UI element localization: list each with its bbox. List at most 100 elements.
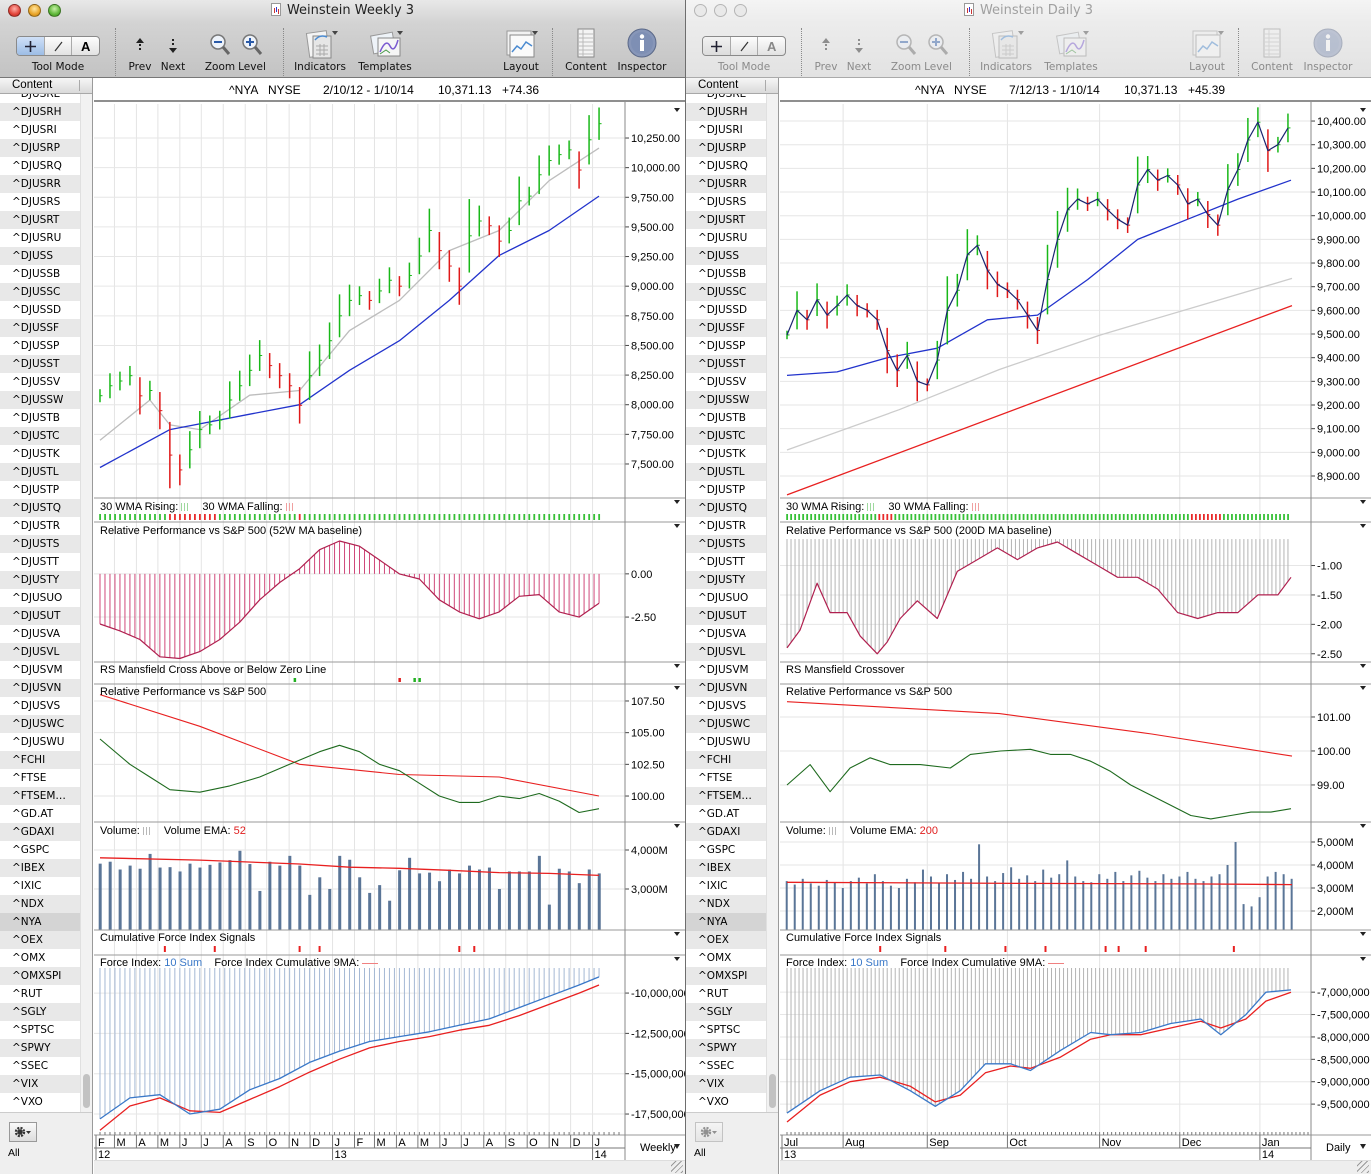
symbol-list-item[interactable]: ^DJUSVL — [686, 643, 766, 661]
zoom-in-button[interactable]: Level — [924, 61, 952, 73]
symbol-list-item[interactable]: ^DJUSSP — [12, 340, 60, 352]
symbol-list-item[interactable]: ^NYA — [686, 913, 766, 931]
prev-arrow-icon[interactable] — [134, 37, 146, 55]
symbol-list-item[interactable]: ^DJUSSC — [686, 283, 766, 301]
text-tool-button[interactable]: A — [766, 38, 777, 54]
indicators-icon[interactable] — [305, 28, 339, 60]
symbol-list-item[interactable]: ^NDX — [686, 895, 766, 913]
symbol-list-item[interactable]: ^DJUSTS — [0, 535, 80, 553]
symbol-list-item[interactable]: ^DJUSRR — [686, 175, 766, 193]
prev-button[interactable]: Prev — [814, 61, 838, 73]
zoom-out-button[interactable]: Zoom — [204, 61, 236, 73]
symbol-list-item[interactable]: ^DJUSUO — [698, 592, 749, 604]
symbol-list-item[interactable]: ^DJUSRH — [0, 103, 80, 121]
symbol-list-item[interactable]: ^DJUSRT — [686, 211, 766, 229]
inspector-button[interactable]: Inspector — [1303, 61, 1353, 73]
action-menu-button[interactable] — [695, 1122, 723, 1142]
zoom-in-button[interactable]: Level — [238, 61, 266, 73]
close-button[interactable] — [694, 4, 707, 17]
action-menu-button[interactable] — [9, 1122, 37, 1142]
symbol-list-item[interactable]: ^DJUSTY — [0, 571, 80, 589]
symbol-list-item[interactable]: ^FTSEM… — [686, 787, 766, 805]
symbol-list-item[interactable]: ^NDX — [0, 895, 80, 913]
minimize-button[interactable] — [714, 4, 727, 17]
layout-icon[interactable] — [505, 28, 539, 60]
symbol-list-item[interactable]: ^DJUSTQ — [686, 499, 766, 517]
symbol-list-item[interactable]: ^DJUSRE — [698, 94, 747, 100]
content-list-icon[interactable] — [1263, 28, 1281, 58]
symbol-list-item[interactable]: ^OEX — [686, 931, 766, 949]
inspector-button[interactable]: Inspector — [617, 61, 667, 73]
symbol-list-item[interactable]: ^IBEX — [686, 859, 766, 877]
symbol-list-item[interactable]: ^DJUSWC — [0, 715, 80, 733]
symbol-list-item[interactable]: ^OMX — [698, 952, 732, 964]
tool-mode-control[interactable]: A — [702, 36, 786, 56]
next-arrow-icon[interactable] — [167, 37, 179, 55]
symbol-list-item[interactable]: ^IXIC — [12, 880, 42, 892]
inspector-info-icon[interactable] — [1313, 28, 1343, 58]
symbol-list-item[interactable]: ^FTSE — [698, 772, 733, 784]
symbol-list-item[interactable]: ^DJUSRU — [698, 232, 748, 244]
zoom-out-button[interactable]: Zoom — [890, 61, 922, 73]
symbol-list-item[interactable]: ^DJUSVN — [686, 679, 766, 697]
templates-icon[interactable] — [370, 28, 404, 60]
symbol-list-item[interactable]: ^DJUSRP — [0, 139, 80, 157]
prev-button[interactable]: Prev — [128, 61, 152, 73]
symbol-list-item[interactable]: ^DJUSRR — [0, 175, 80, 193]
symbol-list-item[interactable]: ^FTSE — [12, 772, 47, 784]
symbol-list-item[interactable]: ^FTSEM… — [0, 787, 80, 805]
line-tool-button[interactable] — [731, 37, 759, 55]
symbol-list-item[interactable]: ^SPTSC — [12, 1024, 55, 1036]
scrollbar-thumb[interactable] — [769, 1074, 776, 1108]
zoom-out-icon[interactable] — [209, 33, 231, 57]
symbol-list-item[interactable]: ^RUT — [698, 988, 729, 1000]
tool-mode-control[interactable]: A — [16, 36, 100, 56]
text-tool-button[interactable]: A — [80, 38, 91, 54]
scrollbar-thumb[interactable] — [83, 1074, 90, 1108]
symbol-list-item[interactable]: ^VIX — [0, 1075, 80, 1093]
symbol-list-item[interactable]: ^DJUSTT — [12, 556, 59, 568]
symbol-list-item[interactable]: ^DJUSRS — [12, 196, 61, 208]
symbol-list-item[interactable]: ^DJUSVL — [0, 643, 80, 661]
symbol-list-item[interactable]: ^OMXSPI — [0, 967, 80, 985]
symbol-list-item[interactable]: ^DJUSSV — [698, 376, 747, 388]
templates-button[interactable]: Templates — [1044, 61, 1098, 73]
layout-icon[interactable] — [1191, 28, 1225, 60]
indicators-button[interactable]: Indicators — [980, 61, 1032, 73]
symbol-list-item[interactable]: ^DJUSS — [686, 247, 766, 265]
symbol-list-item[interactable]: ^VIX — [686, 1075, 766, 1093]
symbol-list-item[interactable]: ^GD.AT — [698, 808, 740, 820]
symbol-list-item[interactable]: ^DJUSTP — [12, 484, 60, 496]
symbol-list-item[interactable]: ^GD.AT — [12, 808, 54, 820]
zoom-button[interactable] — [48, 4, 61, 17]
symbol-list-item[interactable]: ^SPWY — [0, 1039, 80, 1057]
chart-canvas[interactable]: 10,250.00 10,000.00 9,750.00 9,500.00 9,250.… — [0, 0, 686, 1174]
symbol-list-item[interactable]: ^DJUSWU — [698, 736, 751, 748]
symbol-list-item[interactable]: ^DJUSSP — [698, 340, 746, 352]
symbol-list-item[interactable]: ^OMX — [12, 952, 46, 964]
symbol-list-item[interactable]: ^DJUSVS — [12, 700, 61, 712]
content-button[interactable]: Content — [565, 61, 607, 73]
symbol-list-item[interactable]: ^GDAXI — [0, 823, 80, 841]
symbol-list-item[interactable]: ^DJUSWC — [686, 715, 766, 733]
symbol-list-item[interactable]: ^DJUSTS — [686, 535, 766, 553]
zoom-in-icon[interactable] — [241, 33, 263, 57]
symbol-list-item[interactable]: ^FCHI — [686, 751, 766, 769]
zoom-button[interactable] — [734, 4, 747, 17]
symbol-list-item[interactable]: ^DJUSUT — [0, 607, 80, 625]
symbol-list-item[interactable]: ^DJUSTT — [698, 556, 745, 568]
symbol-list-item[interactable]: ^DJUSVA — [12, 628, 61, 640]
symbol-list-item[interactable]: ^SGLY — [686, 1003, 766, 1021]
symbol-list-item[interactable]: ^DJUSRI — [698, 124, 743, 136]
resize-grip-icon[interactable] — [1357, 1161, 1369, 1173]
symbol-list-item[interactable]: ^DJUSTL — [0, 463, 80, 481]
symbol-list-item[interactable]: ^SGLY — [0, 1003, 80, 1021]
period-selector[interactable]: Weekly — [626, 1137, 685, 1159]
symbol-list-item[interactable]: ^DJUSSD — [698, 304, 748, 316]
symbol-list-item[interactable]: ^DJUSRP — [686, 139, 766, 157]
symbol-list-item[interactable]: ^DJUSTB — [698, 412, 746, 424]
symbol-list-item[interactable]: ^SPWY — [686, 1039, 766, 1057]
symbol-list-item[interactable]: ^DJUSVN — [0, 679, 80, 697]
chart-canvas[interactable]: 10,400.00 10,300.00 10,200.00 10,100.00 10,0… — [686, 0, 1371, 1174]
symbol-list-item[interactable]: ^DJUSSW — [686, 391, 766, 409]
